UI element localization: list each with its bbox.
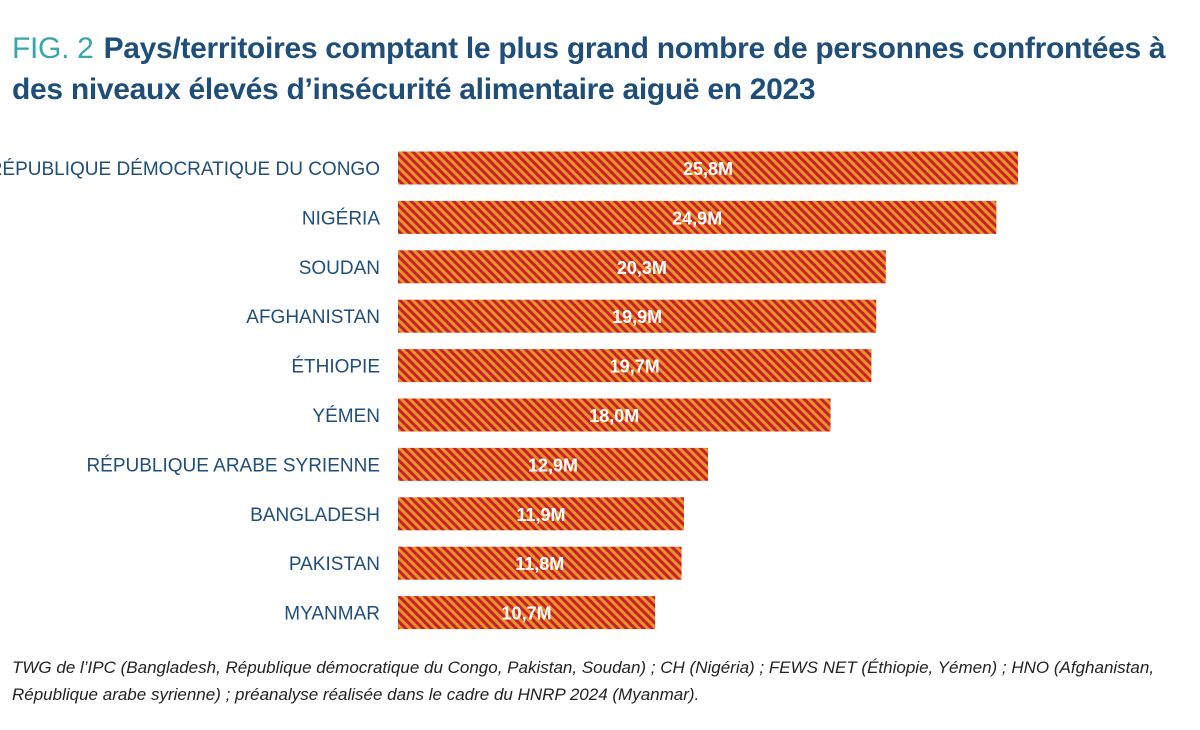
bar [398,349,872,383]
data-label: 24,9M [672,208,722,228]
chart-title: FIG. 2 Pays/territoires comptant le plus … [12,28,1192,110]
category-label: PAKISTAN [289,554,380,575]
category-label: MYANMAR [284,604,380,625]
data-label: 12,9M [528,455,578,475]
chart-title-text: Pays/territoires comptant le plus grand … [12,32,1166,106]
bar [398,200,997,234]
category-label: BANGLADESH [250,505,380,526]
bar [398,546,682,580]
category-label: RÉPUBLIQUE DÉMOCRATIQUE DU CONGO [0,159,380,180]
data-label: 11,9M [516,505,565,525]
data-label: 10,7M [502,604,552,624]
data-label: 20,3M [617,258,667,278]
category-label: SOUDAN [299,258,380,279]
bar [398,447,708,481]
data-label: 18,0M [589,406,639,426]
category-label: NIGÉRIA [302,208,380,229]
bar [398,497,684,531]
bar-chart: RÉPUBLIQUE DÉMOCRATIQUE DU CONGO 25,8M NIG… [0,151,1018,630]
figure-label: FIG. 2 [12,32,94,65]
bar [398,250,886,284]
bar [398,299,877,333]
category-label: YÉMEN [312,406,380,427]
data-label: 25,8M [683,159,733,179]
category-label: ÉTHIOPIE [291,357,380,378]
source-note: TWG de l’IPC (Bangladesh, République dém… [12,658,1155,704]
bar [398,596,656,630]
data-label: 19,9M [612,307,662,327]
data-label: 19,7M [610,357,660,377]
data-label: 11,8M [515,554,564,574]
bar [398,151,1018,185]
category-label: AFGHANISTAN [246,307,380,328]
bar [398,398,831,432]
category-label: RÉPUBLIQUE ARABE SYRIENNE [86,455,380,476]
